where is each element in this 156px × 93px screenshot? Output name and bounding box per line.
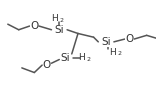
Text: O: O [125,34,134,44]
Text: O: O [43,60,51,70]
Text: Si: Si [61,53,70,63]
Text: H: H [51,14,58,23]
Text: H: H [78,53,85,62]
Text: 2: 2 [60,18,64,23]
Text: 2: 2 [117,51,121,56]
Text: Si: Si [54,25,64,35]
Text: 2: 2 [86,57,90,62]
Text: Si: Si [101,37,111,47]
Text: H: H [109,48,116,57]
Text: O: O [30,21,38,31]
